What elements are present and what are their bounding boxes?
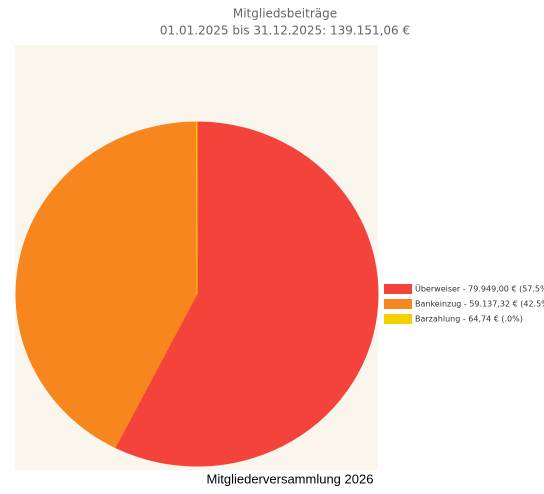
legend-label: Barzahlung - 64,74 € (.0%) xyxy=(415,315,523,324)
pie-slice xyxy=(15,121,198,449)
legend-swatch xyxy=(384,314,412,324)
pie-slice xyxy=(114,121,379,467)
legend-label: Bankeinzug - 59.137,32 € (42.5%) xyxy=(415,300,544,309)
chart-subtitle: 01.01.2025 bis 31.12.2025: 139.151,06 € xyxy=(160,24,410,38)
legend-swatch xyxy=(384,299,412,309)
legend-swatch xyxy=(384,284,412,294)
chart-title: Mitgliedsbeiträge xyxy=(233,7,337,21)
pie-slice xyxy=(195,121,198,295)
legend-label: Überweiser - 79.949,00 € (57.5%) xyxy=(415,284,544,294)
footer: Mitgliederversammlung 2026 xyxy=(207,471,374,486)
